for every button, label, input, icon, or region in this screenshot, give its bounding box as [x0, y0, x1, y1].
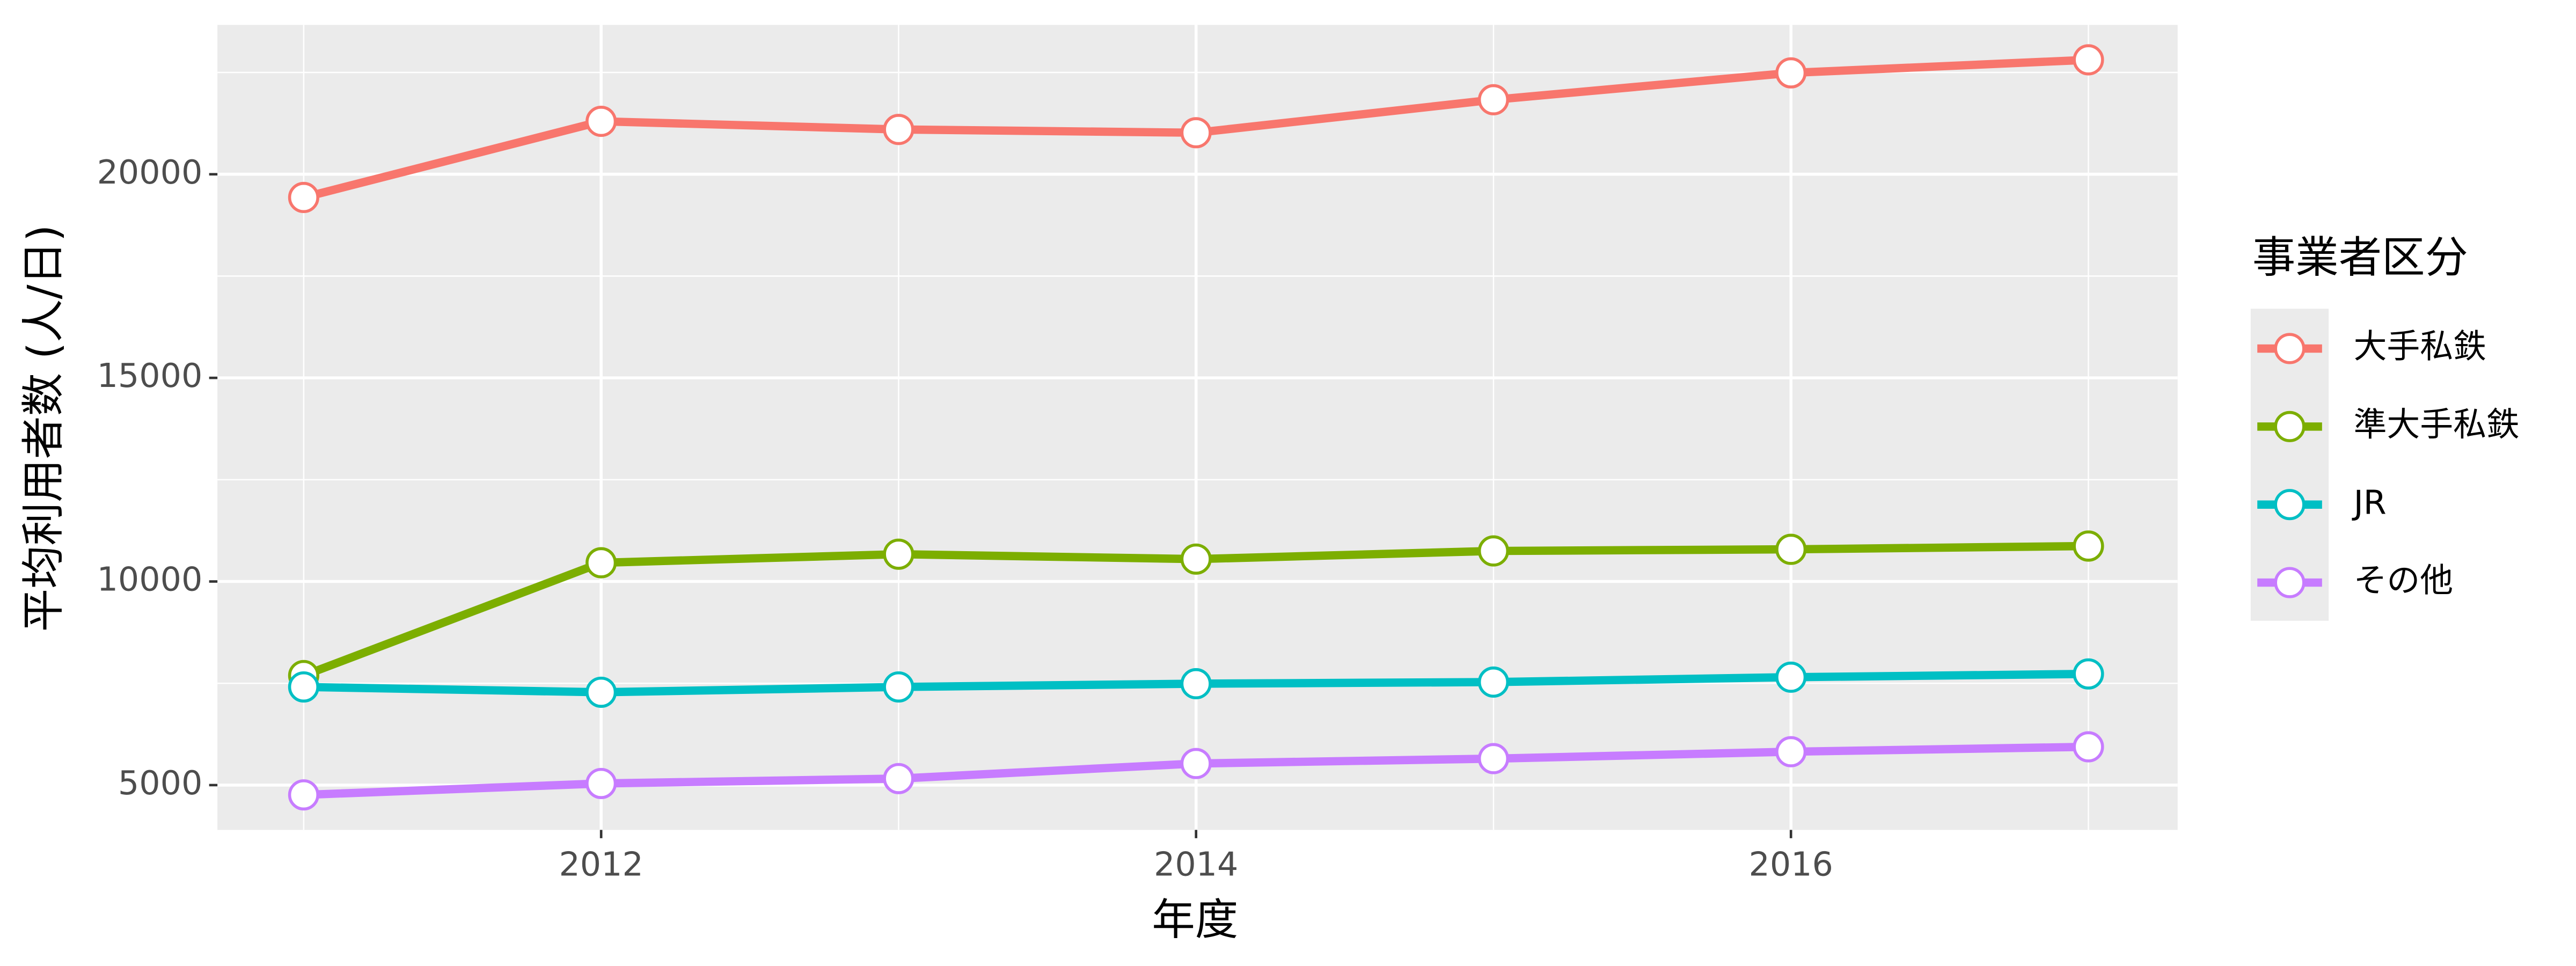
data-point	[883, 114, 914, 145]
data-point	[883, 763, 914, 794]
data-point	[1477, 84, 1510, 115]
data-point	[586, 767, 617, 799]
data-point	[1180, 117, 1212, 149]
data-point	[586, 547, 617, 579]
legend-key-point	[2274, 489, 2306, 521]
data-point	[2073, 658, 2104, 690]
y-tick-label: 10000	[97, 560, 203, 599]
y-tick-label: 15000	[97, 356, 203, 395]
data-point	[1477, 666, 1510, 698]
data-point	[2073, 530, 2104, 562]
data-point	[2073, 731, 2104, 763]
x-tick-label: 2014	[1154, 845, 1238, 884]
x-tick-label: 2016	[1748, 845, 1833, 884]
data-point	[586, 676, 617, 708]
legend-label: 準大手私鉄	[2354, 405, 2520, 444]
data-point	[883, 538, 914, 570]
y-tick-label: 5000	[118, 764, 202, 802]
legend-title: 事業者区分	[2252, 232, 2468, 283]
legend-key-point	[2274, 567, 2306, 598]
legend-key-point	[2274, 333, 2306, 364]
data-point	[1477, 743, 1510, 774]
data-point	[288, 181, 319, 214]
data-point	[1775, 736, 1807, 767]
data-point	[1180, 668, 1212, 700]
data-point	[288, 671, 319, 703]
data-point	[1775, 57, 1807, 89]
data-point	[586, 106, 617, 137]
data-point	[883, 671, 914, 703]
x-axis-title: 年度	[1152, 895, 1238, 945]
data-point	[1180, 748, 1212, 779]
legend-key-point	[2274, 411, 2306, 442]
legend-label: その他	[2354, 561, 2454, 600]
data-point	[1775, 661, 1807, 693]
data-point	[1775, 533, 1807, 565]
data-point	[288, 779, 319, 811]
legend-label: JR	[2352, 483, 2387, 522]
data-point	[2073, 44, 2104, 76]
data-point	[1477, 535, 1510, 567]
y-axis-title: 平均利用者数 (人/日)	[18, 225, 69, 632]
y-tick-label: 20000	[97, 153, 203, 192]
data-point	[1180, 543, 1212, 575]
x-tick-label: 2012	[559, 845, 643, 884]
legend-label: 大手私鉄	[2354, 327, 2486, 366]
